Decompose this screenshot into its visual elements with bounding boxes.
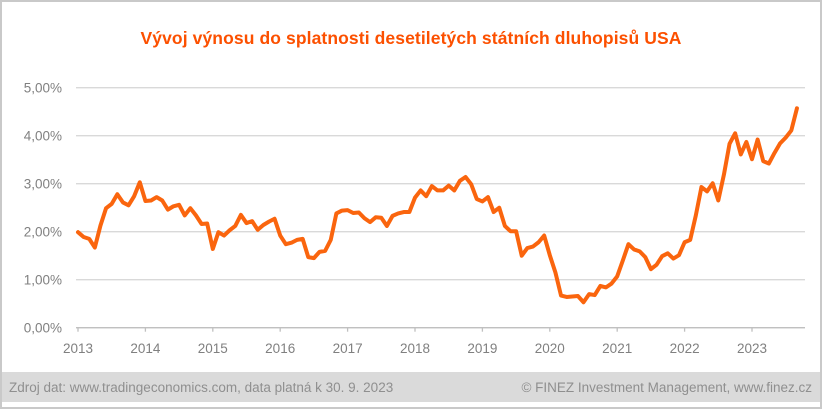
y-axis-tick-label: 4,00% [24,128,62,143]
x-axis-tick-label: 2023 [737,341,767,356]
x-axis-tick-label: 2022 [670,341,700,356]
x-axis-tick-label: 2016 [265,341,295,356]
x-axis-tick-label: 2014 [130,341,161,356]
x-axis-tick-label: 2021 [602,341,632,356]
x-axis-tick-label: 2019 [467,341,497,356]
x-axis-tick-label: 2018 [400,341,430,356]
yield-series-line [76,106,799,305]
y-axis-tick-label: 2,00% [24,224,62,239]
y-axis-tick-label: 0,00% [24,320,62,335]
chart-title: Vývoj výnosu do splatnosti desetiletých … [140,28,682,48]
footer-copyright: © FINEZ Investment Management, www.finez… [521,379,812,395]
y-axis-tick-label: 5,00% [24,80,62,95]
y-axis-tick-label: 1,00% [24,272,62,287]
footer-data-source: Zdroj dat: www.tradingeconomics.com, dat… [9,379,394,395]
x-axis-tick-label: 2013 [63,341,93,356]
x-axis-tick-label: 2020 [535,341,565,356]
x-axis-tick-label: 2017 [333,341,363,356]
y-axis-tick-label: 3,00% [24,176,62,191]
footer-bar: Zdroj dat: www.tradingeconomics.com, dat… [2,372,820,402]
x-axis-tick-label: 2015 [198,341,228,356]
